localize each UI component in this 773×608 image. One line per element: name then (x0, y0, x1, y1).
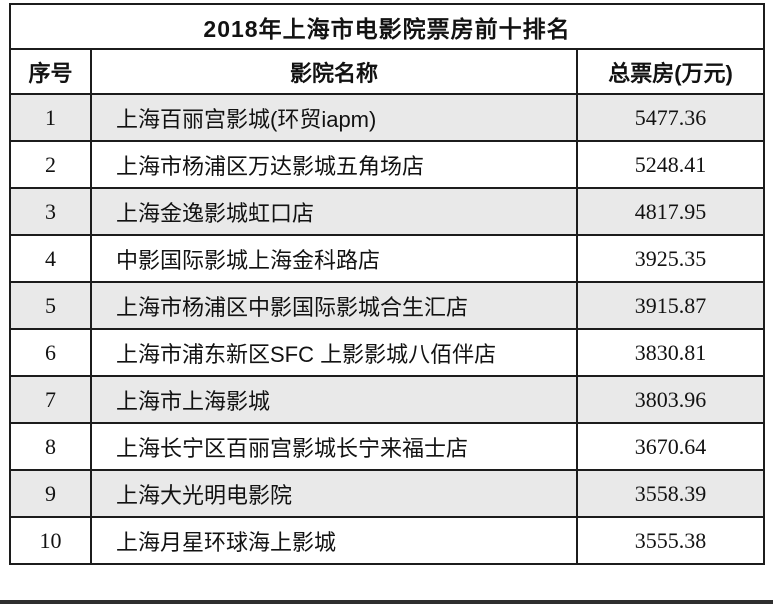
table-row: 2 上海市杨浦区万达影城五角场店 5248.41 (9, 140, 766, 189)
table-row: 10 上海月星环球海上影城 3555.38 (9, 516, 766, 565)
rank-cell: 3 (9, 187, 92, 236)
table-header-row: 序号 影院名称 总票房(万元) (9, 48, 766, 95)
cinema-name-cell: 上海市上海影城 (90, 375, 578, 424)
table-row: 1 上海百丽宫影城(环贸iapm) 5477.36 (9, 93, 766, 142)
table-title-row: 2018年上海市电影院票房前十排名 (8, 3, 766, 50)
table-row: 9 上海大光明电影院 3558.39 (9, 469, 766, 518)
table-row: 5 上海市杨浦区中影国际影城合生汇店 3915.87 (9, 281, 766, 330)
boxoffice-cell: 3830.81 (575, 328, 766, 377)
cinema-name-cell: 上海长宁区百丽宫影城长宁来福士店 (90, 422, 578, 471)
cinema-name-cell: 上海百丽宫影城(环贸iapm) (90, 93, 578, 142)
column-header-boxoffice: 总票房(万元) (575, 48, 766, 95)
boxoffice-cell: 3925.35 (575, 234, 766, 283)
rank-cell: 10 (9, 516, 92, 565)
table-row: 6 上海市浦东新区SFC 上影影城八佰伴店 3830.81 (9, 328, 766, 377)
rank-cell: 7 (9, 375, 92, 424)
boxoffice-cell: 5477.36 (575, 93, 766, 142)
boxoffice-cell: 3915.87 (575, 281, 766, 330)
rank-cell: 4 (9, 234, 92, 283)
boxoffice-cell: 3555.38 (575, 516, 766, 565)
table-row: 3 上海金逸影城虹口店 4817.95 (9, 187, 766, 236)
table-title: 2018年上海市电影院票房前十排名 (8, 3, 766, 50)
cinema-name-cell: 上海大光明电影院 (90, 469, 578, 518)
cinema-name-cell: 上海金逸影城虹口店 (90, 187, 578, 236)
table-row: 7 上海市上海影城 3803.96 (9, 375, 766, 424)
boxoffice-cell: 3670.64 (575, 422, 766, 471)
rank-cell: 5 (9, 281, 92, 330)
table-row: 4 中影国际影城上海金科路店 3925.35 (9, 234, 766, 283)
table-row: 8 上海长宁区百丽宫影城长宁来福士店 3670.64 (9, 422, 766, 471)
rank-cell: 2 (9, 140, 92, 189)
rank-cell: 9 (9, 469, 92, 518)
cinema-name-cell: 中影国际影城上海金科路店 (90, 234, 578, 283)
rank-cell: 1 (9, 93, 92, 142)
rank-cell: 8 (9, 422, 92, 471)
boxoffice-cell: 3803.96 (575, 375, 766, 424)
boxoffice-cell: 4817.95 (575, 187, 766, 236)
column-header-rank: 序号 (9, 48, 92, 95)
cinema-name-cell: 上海市杨浦区万达影城五角场店 (90, 140, 578, 189)
cinema-name-cell: 上海月星环球海上影城 (90, 516, 578, 565)
column-header-name: 影院名称 (90, 48, 578, 95)
box-office-ranking-table: 2018年上海市电影院票房前十排名 序号 影院名称 总票房(万元) 1 上海百丽… (8, 3, 766, 565)
cinema-name-cell: 上海市浦东新区SFC 上影影城八佰伴店 (90, 328, 578, 377)
boxoffice-cell: 5248.41 (575, 140, 766, 189)
cinema-name-cell: 上海市杨浦区中影国际影城合生汇店 (90, 281, 578, 330)
rank-cell: 6 (9, 328, 92, 377)
boxoffice-cell: 3558.39 (575, 469, 766, 518)
page-bottom-rule (0, 600, 773, 604)
